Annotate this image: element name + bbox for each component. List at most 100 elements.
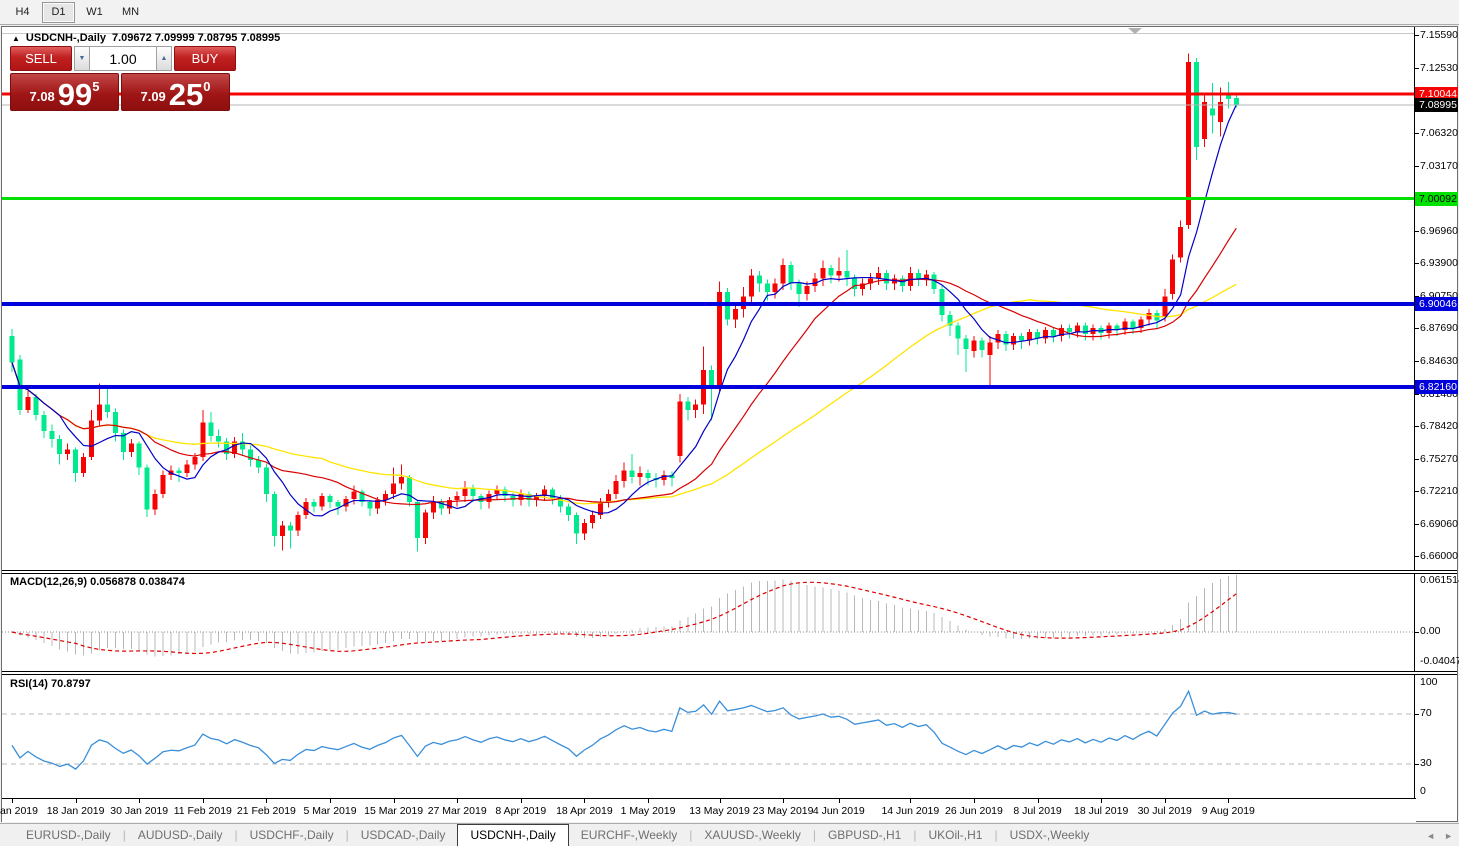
- price-axis-tick-label: 6.96960: [1420, 225, 1458, 238]
- chart-title: ▲ USDCNH-,Daily 7.09672 7.09999 7.08795 …: [12, 32, 280, 44]
- chart-tab-gbpusd-h1[interactable]: GBPUSD-,H1: [827, 827, 902, 842]
- sell-price-button[interactable]: 7.08 99 5: [10, 73, 119, 111]
- one-click-collapse-icon[interactable]: ▲: [12, 33, 20, 43]
- chart-tab-ukoil-h1[interactable]: UKOil-,H1: [928, 827, 983, 842]
- main-chart-pane[interactable]: [2, 29, 1416, 570]
- date-axis-label: 23 May 2019: [752, 805, 814, 817]
- chart-tab-usdcnh-daily[interactable]: USDCNH-,Daily: [457, 823, 569, 846]
- buy-price-big: 25: [168, 76, 204, 112]
- price-axis-tick: [1415, 556, 1419, 558]
- price-axis-tick-label: 6.75270: [1420, 452, 1458, 465]
- price-axis-tick: [1415, 328, 1419, 330]
- date-axis-label: 8 Jul 2019: [1013, 805, 1062, 817]
- chart-tab-usdx-weekly[interactable]: USDX-,Weekly: [1009, 827, 1090, 842]
- rsi-axis-label-0: 0: [1420, 785, 1426, 797]
- date-axis-label: 8 Apr 2019: [495, 805, 547, 817]
- date-axis-tick: [202, 799, 204, 803]
- macd-pane[interactable]: [2, 573, 1416, 672]
- level-price-label: 6.82160: [1415, 380, 1458, 395]
- date-axis-label: 8 Jan 2019: [0, 805, 38, 817]
- rsi-axis-label-30: 30: [1420, 757, 1432, 769]
- rsi-pane[interactable]: [2, 675, 1416, 798]
- price-axis-tick-label: 6.69060: [1420, 518, 1458, 531]
- tab-separator: |: [812, 827, 816, 842]
- date-axis-tick: [520, 799, 522, 803]
- price-axis-tick-label: 7.15590: [1420, 29, 1458, 42]
- chart-scroll-marker-icon[interactable]: [1128, 28, 1142, 34]
- date-axis-label: 11 Feb 2019: [173, 805, 232, 817]
- level-price-label: 6.90046: [1415, 297, 1458, 312]
- date-axis[interactable]: 8 Jan 2019 18 Jan 2019 30 Jan 2019 11 Feb 2…: [0, 798, 1416, 822]
- timeframe-button-mn[interactable]: MN: [121, 6, 140, 18]
- buy-price-button[interactable]: 7.09 25 0: [121, 73, 230, 111]
- date-axis-tick: [783, 799, 785, 803]
- timeframe-button-d1[interactable]: D1: [42, 1, 75, 23]
- chart-tab-eurusd-daily[interactable]: EURUSD-,Daily: [26, 827, 111, 842]
- price-axis-tick: [1415, 360, 1419, 362]
- timeframe-button-w1[interactable]: W1: [86, 6, 103, 18]
- date-axis-tick: [1164, 799, 1166, 803]
- current-price-label: 7.08995: [1415, 98, 1458, 113]
- date-axis-label: 27 Mar 2019: [427, 805, 487, 817]
- rsi-axis-label-70: 70: [1420, 707, 1432, 719]
- price-axis-tick: [1415, 393, 1419, 395]
- price-axis-tick: [1415, 132, 1419, 134]
- tab-separator: |: [689, 827, 693, 842]
- macd-axis-zero-label: 0.00: [1420, 625, 1441, 637]
- date-axis-label: 14 Jun 2019: [881, 805, 940, 817]
- rsi-axis-tick: [1415, 764, 1419, 765]
- price-axis-tick-label: 6.93900: [1420, 257, 1458, 270]
- date-axis-tick: [719, 799, 721, 803]
- price-axis[interactable]: 7.15590 7.12530 7.06320 7.03170 6.96960 6.939…: [1414, 27, 1459, 798]
- timeframe-toolbar: H4 D1 W1 MN: [0, 0, 1459, 25]
- chart-tab-audusd-daily[interactable]: AUDUSD-,Daily: [137, 827, 223, 842]
- date-axis-label: 30 Jan 2019: [110, 805, 169, 817]
- price-axis-tick-label: 7.12530: [1420, 61, 1458, 74]
- macd-label: MACD(12,26,9) 0.056878 0.038474: [10, 576, 185, 588]
- date-axis-tick: [266, 799, 268, 803]
- date-axis-label: 21 Feb 2019: [236, 805, 296, 817]
- pane-separator[interactable]: [2, 671, 1457, 675]
- price-axis-tick: [1415, 165, 1419, 167]
- date-axis-tick: [457, 799, 459, 803]
- date-axis-label: 30 Jul 2019: [1137, 805, 1192, 817]
- date-axis-tick: [393, 799, 395, 803]
- macd-axis-max-label: 0.061514: [1420, 574, 1459, 586]
- price-axis-tick-label: 7.03170: [1420, 159, 1458, 172]
- chart-tab-eurchf-weekly[interactable]: EURCHF-,Weekly: [580, 827, 678, 842]
- price-axis-tick: [1415, 231, 1419, 233]
- date-axis-tick: [838, 799, 840, 803]
- date-axis-tick: [12, 799, 13, 803]
- date-axis-label: 18 Jul 2019: [1073, 805, 1129, 817]
- volume-decrease-icon[interactable]: ▼: [74, 46, 90, 71]
- timeframe-button-h4[interactable]: H4: [15, 6, 30, 18]
- price-axis-tick-label: 6.84630: [1420, 354, 1458, 367]
- tab-separator: |: [122, 827, 126, 842]
- date-axis-label: 18 Apr 2019: [556, 805, 613, 817]
- rsi-label: RSI(14) 70.8797: [10, 678, 91, 690]
- price-axis-tick-label: 6.78420: [1420, 419, 1458, 432]
- pane-separator[interactable]: [2, 570, 1457, 574]
- tab-scroll-left-icon[interactable]: ◄: [1426, 831, 1436, 841]
- buy-button[interactable]: BUY: [174, 46, 236, 71]
- tab-scroll-right-icon[interactable]: ►: [1444, 831, 1453, 841]
- volume-input[interactable]: [90, 46, 156, 71]
- date-axis-tick: [330, 799, 331, 803]
- volume-increase-icon[interactable]: ▲: [156, 46, 172, 71]
- sell-button[interactable]: SELL: [10, 46, 72, 71]
- tab-scroll-buttons: ◄ ►: [1426, 831, 1453, 841]
- price-axis-tick-label: 6.66000: [1420, 550, 1458, 563]
- tab-separator: |: [234, 827, 238, 842]
- date-axis-tick: [139, 799, 141, 803]
- date-axis-label: 5 Mar 2019: [303, 805, 357, 817]
- price-axis-tick: [1415, 35, 1419, 37]
- chart-tab-usdcad-daily[interactable]: USDCAD-,Daily: [360, 827, 446, 842]
- date-axis-label: 1 May 2019: [620, 805, 676, 817]
- date-axis-tick: [648, 799, 649, 803]
- chart-tab-xauusd-weekly[interactable]: XAUUSD-,Weekly: [704, 827, 801, 842]
- one-click-trading-panel: SELL ▼ ▲ BUY 7.08 99 5 7.09 25 0: [10, 46, 236, 111]
- volume-stepper: ▼ ▲: [74, 46, 172, 71]
- chart-tab-usdchf-daily[interactable]: USDCHF-,Daily: [249, 827, 334, 842]
- date-axis-label: 13 May 2019: [689, 805, 750, 817]
- sell-price-small: 7.08: [29, 89, 55, 104]
